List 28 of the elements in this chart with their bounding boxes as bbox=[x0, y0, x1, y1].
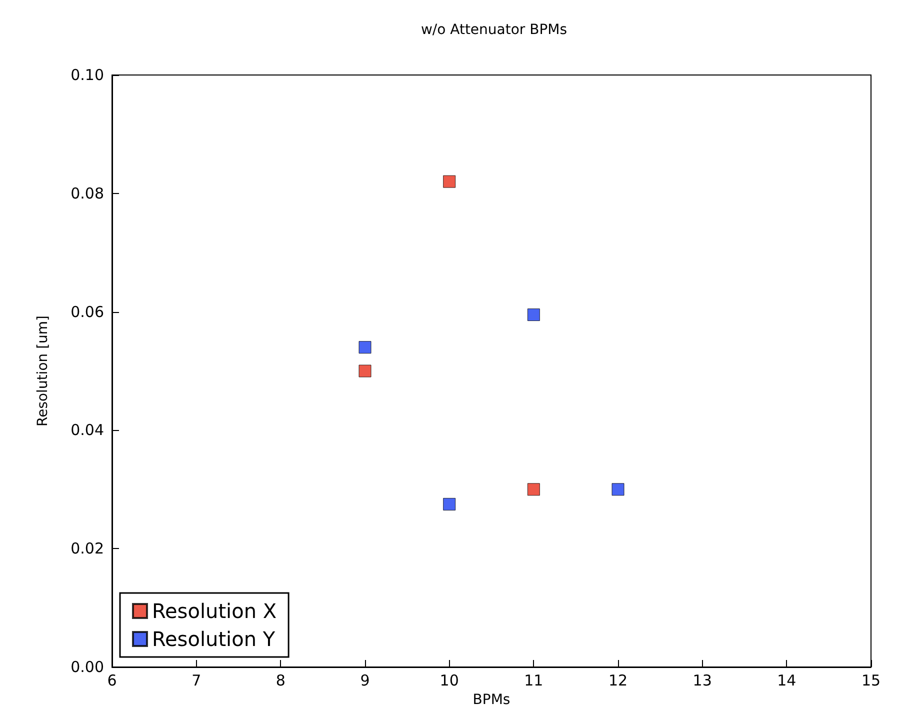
x-tick-label: 8 bbox=[276, 672, 286, 690]
y-axis-title: Resolution [um] bbox=[35, 315, 51, 427]
chart-title: w/o Attenuator BPMs bbox=[420, 22, 568, 38]
point bbox=[612, 483, 624, 496]
x-axis-title: BPMs bbox=[472, 692, 510, 708]
point bbox=[358, 364, 372, 378]
point bbox=[443, 175, 456, 188]
y-tick-label: 0.04 bbox=[70, 421, 104, 440]
y-tick-label: 0.10 bbox=[70, 66, 104, 84]
y-tick-label: 0.00 bbox=[70, 658, 104, 676]
y-tick-label: 0.06 bbox=[70, 302, 104, 321]
x-tick-label: 10 bbox=[440, 672, 459, 690]
y-tick-label: 0.08 bbox=[70, 184, 104, 202]
point bbox=[527, 483, 540, 496]
point bbox=[443, 498, 456, 510]
legend-label: Resolution X bbox=[152, 599, 277, 623]
x-tick-label: 11 bbox=[524, 672, 544, 690]
y-tick-label: 0.02 bbox=[70, 540, 104, 558]
legend-label: Resolution Y bbox=[152, 627, 276, 651]
x-tick-label: 14 bbox=[777, 672, 796, 690]
point bbox=[358, 341, 372, 354]
x-tick-label: 9 bbox=[360, 672, 370, 690]
x-tick-label: 12 bbox=[608, 672, 628, 690]
x-tick-label: 6 bbox=[107, 672, 117, 690]
x-tick-label: 7 bbox=[192, 672, 202, 690]
x-tick-label: 15 bbox=[861, 672, 881, 690]
point bbox=[527, 308, 540, 322]
x-tick-label: 13 bbox=[692, 672, 712, 690]
